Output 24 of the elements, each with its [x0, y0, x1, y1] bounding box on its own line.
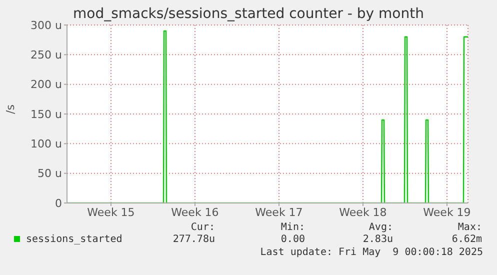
text: 0.00: [280, 234, 305, 245]
text: 6.62m: [452, 234, 482, 245]
y-tick-label: 150 u: [30, 108, 62, 121]
legend-label: sessions_started: [25, 234, 122, 245]
y-tick-label: 200 u: [30, 78, 62, 92]
text: Cur:: [190, 222, 215, 233]
chart-title: mod_smacks/sessions_started counter - by month: [73, 6, 424, 22]
text: Avg:: [368, 222, 393, 233]
text: 277.78u: [172, 234, 215, 245]
y-axis-title: /s: [4, 104, 17, 114]
text: Last update: Fri May 9 00:00:18 2025: [260, 247, 483, 258]
x-tick-label: Week 19: [423, 206, 471, 219]
x-tick-label: Week 15: [87, 206, 135, 219]
y-tick-label: 50 u: [38, 167, 62, 180]
text: Min:: [280, 222, 305, 233]
text: Max:: [458, 222, 482, 233]
text: 2.83u: [362, 234, 393, 245]
x-tick-label: Week 17: [255, 206, 303, 219]
y-tick-label: 100 u: [30, 138, 62, 151]
y-tick-label: 300 u: [30, 18, 62, 32]
y-tick-label: 250 u: [30, 48, 62, 62]
x-tick-label: Week 18: [339, 206, 387, 219]
x-tick-label: Week 16: [171, 206, 219, 219]
y-tick-label: 0: [55, 196, 62, 210]
